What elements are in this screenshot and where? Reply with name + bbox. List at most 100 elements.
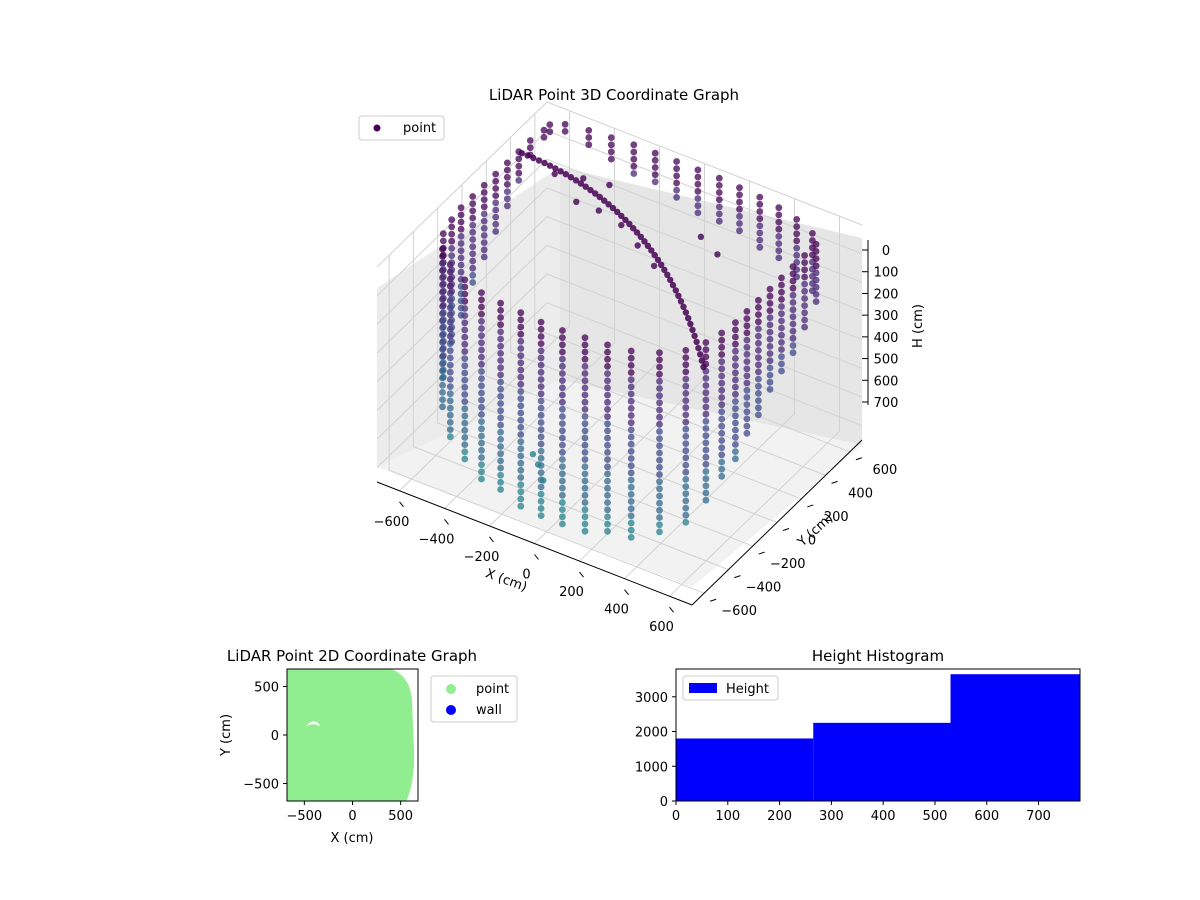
point-marker [673,172,680,180]
point-marker [801,316,808,324]
point-marker [469,236,477,243]
point-marker [651,149,659,157]
point-marker [778,367,785,375]
point-marker [654,256,662,264]
axes-3d [376,240,869,606]
grid-line-z [376,101,863,268]
point-marker [439,323,447,331]
point-marker [497,414,504,422]
point-marker [448,245,456,252]
point-marker [448,230,456,238]
legend-2d-wall-label: wall [476,703,502,718]
point-marker [691,332,698,340]
point-marker [732,426,739,434]
point-marker [461,348,469,355]
point-marker [537,340,545,347]
point-marker [529,451,537,458]
point-marker [480,196,488,204]
y-tick-label: −600 [721,604,757,619]
point-marker [457,297,465,305]
point-marker [812,291,820,298]
point-marker [718,401,726,409]
point-marker [581,477,589,485]
point-marker [540,126,548,134]
point-marker [561,120,569,128]
point-marker [651,156,659,164]
point-marker [604,470,611,478]
point-marker [469,207,477,215]
point-marker [457,254,465,262]
point-marker [559,362,566,370]
point-marker [634,242,641,249]
point-marker [448,331,456,338]
point-marker [743,372,751,380]
point-marker [801,252,808,259]
legend-2d: point wall [430,675,518,723]
point-marker [667,276,674,284]
point-marker [656,449,663,457]
point-marker [694,166,702,174]
point-marker [581,456,589,463]
point-marker [480,232,488,239]
point-marker [567,174,575,181]
point-marker [756,200,764,208]
point-marker [789,327,797,335]
point-marker [497,321,504,329]
point-marker [789,306,797,314]
point-marker [478,468,485,476]
point-marker [682,418,690,426]
point-marker [480,203,488,211]
point-marker [497,371,504,379]
point-marker [682,361,690,369]
point-marker [702,482,710,490]
x-axis-line [376,481,693,606]
point-marker [604,492,611,499]
point-marker [478,332,485,339]
point-marker [702,339,710,346]
point-marker [439,280,447,288]
point-marker [755,339,762,347]
x-tick-label: 0 [348,809,356,824]
point-marker [627,419,635,427]
point-marker [700,363,707,371]
point-marker [492,228,500,235]
point-marker [801,266,808,274]
point-marker [755,397,762,404]
point-marker [656,499,663,507]
point-marker [682,382,690,390]
legend-3d: point [358,115,445,141]
point-marker [766,378,774,386]
y-tick-label: −400 [746,581,782,596]
point-marker [448,309,456,317]
point-marker [439,403,446,411]
y-tick-mark [709,598,717,602]
point-marker [581,370,589,377]
point-marker [778,310,785,318]
histogram-legend-label: Height [726,682,769,697]
point-marker [478,396,485,404]
point-marker [736,205,743,213]
point-marker [682,454,690,462]
point-marker [446,354,454,362]
point-marker [604,420,611,428]
point-marker [497,450,504,458]
z-tick-label: 600 [874,374,899,389]
point-marker [461,326,469,334]
point-marker [497,436,504,443]
point-marker [517,452,525,460]
point-marker [604,377,611,385]
point-marker [702,375,710,382]
point-marker [581,398,589,406]
point-marker [775,240,783,248]
point-marker [743,415,751,423]
point-marker [697,351,704,358]
x-tick-label: 400 [871,809,896,824]
point-marker [524,152,531,159]
point-marker [559,463,566,470]
point-marker [801,287,808,295]
point-marker [492,199,500,207]
point-marker [559,484,566,492]
point-marker [766,357,774,365]
histogram-legend: Height [682,675,779,701]
point-marker [755,332,762,340]
